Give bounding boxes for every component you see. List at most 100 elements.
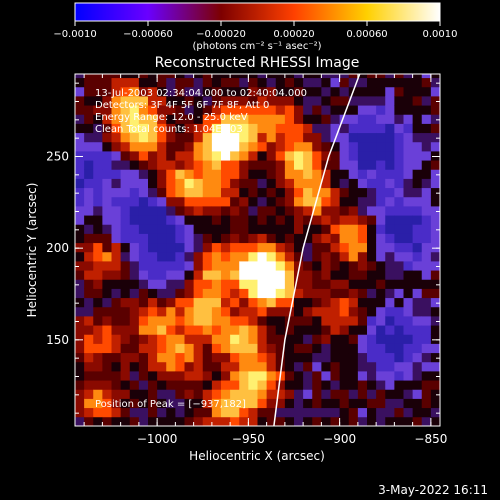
heatmap-cell bbox=[394, 196, 404, 207]
heatmap-cell bbox=[75, 178, 85, 189]
heatmap-cell bbox=[148, 114, 158, 124]
heatmap-cell bbox=[138, 288, 149, 299]
heatmap-cell bbox=[321, 77, 331, 88]
heatmap-cell bbox=[412, 297, 423, 308]
heatmap-cell bbox=[303, 334, 313, 344]
heatmap-cell bbox=[175, 151, 185, 161]
heatmap-cell bbox=[93, 187, 103, 198]
heatmap-cell bbox=[412, 251, 423, 262]
heatmap-cell bbox=[257, 361, 268, 372]
heatmap-cell bbox=[184, 306, 195, 317]
heatmap-cell bbox=[266, 224, 277, 234]
heatmap-cell bbox=[211, 233, 222, 244]
heatmap-cell bbox=[166, 215, 176, 225]
heatmap-cell bbox=[84, 114, 94, 124]
heatmap-cell bbox=[129, 74, 140, 79]
heatmap-cell bbox=[294, 288, 304, 299]
heatmap-cell bbox=[357, 160, 368, 170]
heatmap-cell bbox=[321, 398, 331, 409]
heatmap-cell bbox=[166, 261, 176, 271]
heatmap-cell bbox=[129, 297, 140, 308]
heatmap-cell bbox=[367, 233, 377, 244]
heatmap-cell bbox=[257, 325, 268, 335]
heatmap-cell bbox=[403, 141, 414, 152]
heatmap-cell bbox=[330, 123, 341, 134]
heatmap-cell bbox=[339, 160, 350, 170]
heatmap-cell bbox=[412, 398, 423, 409]
heatmap-cell bbox=[394, 316, 404, 326]
heatmap-cell bbox=[294, 215, 304, 225]
heatmap-cell bbox=[148, 169, 158, 179]
heatmap-cell bbox=[157, 96, 167, 106]
heatmap-cell bbox=[357, 343, 368, 354]
heatmap-cell bbox=[102, 380, 112, 390]
heatmap-cell bbox=[312, 288, 322, 299]
heatmap-cell bbox=[138, 270, 149, 280]
annotation-clean: Clean Total counts: 1.04E+03 bbox=[95, 124, 243, 135]
heatmap-cell bbox=[266, 151, 277, 161]
heatmap-cell bbox=[248, 77, 258, 88]
heatmap-cell bbox=[129, 306, 140, 317]
heatmap-cell bbox=[120, 297, 131, 308]
heatmap-cell bbox=[239, 361, 249, 372]
heatmap-cell bbox=[303, 407, 313, 418]
heatmap-cell bbox=[138, 361, 149, 372]
x-tick-label: −1000 bbox=[137, 432, 178, 446]
heatmap-cell bbox=[376, 352, 386, 363]
heatmap-cell bbox=[202, 380, 213, 390]
heatmap-cell bbox=[275, 279, 286, 289]
heatmap-cell bbox=[303, 187, 313, 198]
heatmap-cell bbox=[230, 380, 240, 390]
heatmap-cell bbox=[84, 380, 94, 390]
heatmap-cell bbox=[157, 316, 167, 326]
heatmap-cell bbox=[257, 416, 268, 427]
heatmap-cell bbox=[75, 187, 85, 198]
heatmap-cell bbox=[403, 389, 414, 399]
heatmap-cell bbox=[266, 132, 277, 143]
heatmap-cell bbox=[421, 251, 432, 262]
heatmap-cell bbox=[166, 169, 176, 179]
heatmap-cell bbox=[211, 343, 222, 354]
heatmap-cell bbox=[111, 343, 122, 354]
heatmap-cell bbox=[221, 389, 231, 399]
heatmap-cell bbox=[339, 215, 350, 225]
heatmap-cell bbox=[75, 261, 85, 271]
heatmap-cell bbox=[412, 270, 423, 280]
heatmap-cell bbox=[175, 114, 185, 124]
heatmap-cell bbox=[376, 416, 386, 427]
heatmap-cell bbox=[93, 206, 103, 216]
heatmap-cell bbox=[93, 407, 103, 418]
heatmap-cell bbox=[239, 224, 249, 234]
heatmap-cell bbox=[412, 74, 423, 79]
heatmap-cell bbox=[430, 416, 441, 427]
heatmap-cell bbox=[202, 343, 213, 354]
heatmap-cell bbox=[175, 196, 185, 207]
heatmap-cell bbox=[221, 233, 231, 244]
heatmap-cell bbox=[75, 123, 85, 134]
heatmap-cell bbox=[239, 334, 249, 344]
heatmap-cell bbox=[129, 270, 140, 280]
heatmap-cell bbox=[184, 215, 195, 225]
heatmap-cell bbox=[385, 297, 395, 308]
heatmap-cell bbox=[284, 96, 295, 106]
heatmap-cell bbox=[211, 279, 222, 289]
heatmap-cell bbox=[84, 160, 94, 170]
heatmap-cell bbox=[412, 169, 423, 179]
heatmap-cell bbox=[284, 416, 295, 427]
heatmap-cell bbox=[230, 141, 240, 152]
heatmap-cell bbox=[294, 187, 304, 198]
heatmap-cell bbox=[230, 416, 240, 427]
heatmap-cell bbox=[321, 389, 331, 399]
heatmap-cell bbox=[202, 297, 213, 308]
heatmap-cell bbox=[111, 187, 122, 198]
heatmap-cell bbox=[376, 343, 386, 354]
heatmap-cell bbox=[102, 206, 112, 216]
heatmap-cell bbox=[138, 233, 149, 244]
heatmap-cell bbox=[266, 233, 277, 244]
heatmap-cell bbox=[157, 407, 167, 418]
heatmap-cell bbox=[193, 160, 204, 170]
heatmap-cell bbox=[412, 141, 423, 152]
heatmap-cell bbox=[148, 416, 158, 427]
heatmap-cell bbox=[339, 86, 350, 97]
heatmap-cell bbox=[138, 352, 149, 363]
